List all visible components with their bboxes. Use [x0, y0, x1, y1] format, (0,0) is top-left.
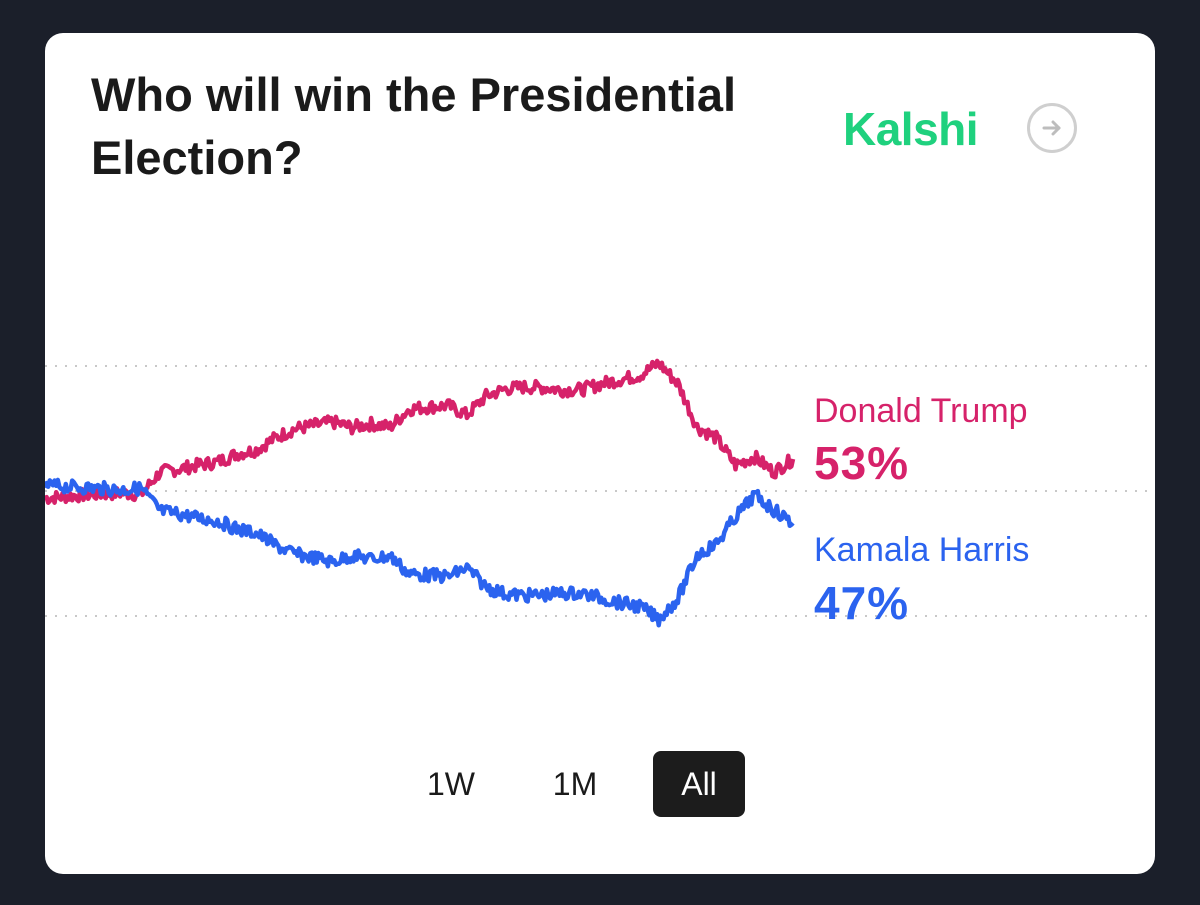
market-card: Who will win the Presidential Election? … — [45, 33, 1155, 874]
harris-series-line — [45, 477, 795, 628]
trump-probability: 53% — [814, 437, 910, 489]
arrow-right-circle-icon[interactable] — [1027, 103, 1077, 153]
tab-all[interactable]: All — [653, 751, 745, 817]
trump-series-name: Donald Trump — [814, 392, 1028, 430]
price-chart — [45, 358, 1155, 628]
kalshi-logo[interactable]: Kalshi — [843, 103, 979, 155]
harris-probability: 47% — [814, 577, 910, 629]
time-range-tabs: 1W 1M All — [405, 751, 745, 817]
tab-1m[interactable]: 1M — [552, 765, 598, 802]
harris-series-name: Kamala Harris — [814, 531, 1030, 569]
trump-series-line — [45, 358, 796, 505]
tab-1w[interactable]: 1W — [427, 765, 475, 802]
market-title: Who will win the Presidential Election? — [91, 68, 737, 184]
